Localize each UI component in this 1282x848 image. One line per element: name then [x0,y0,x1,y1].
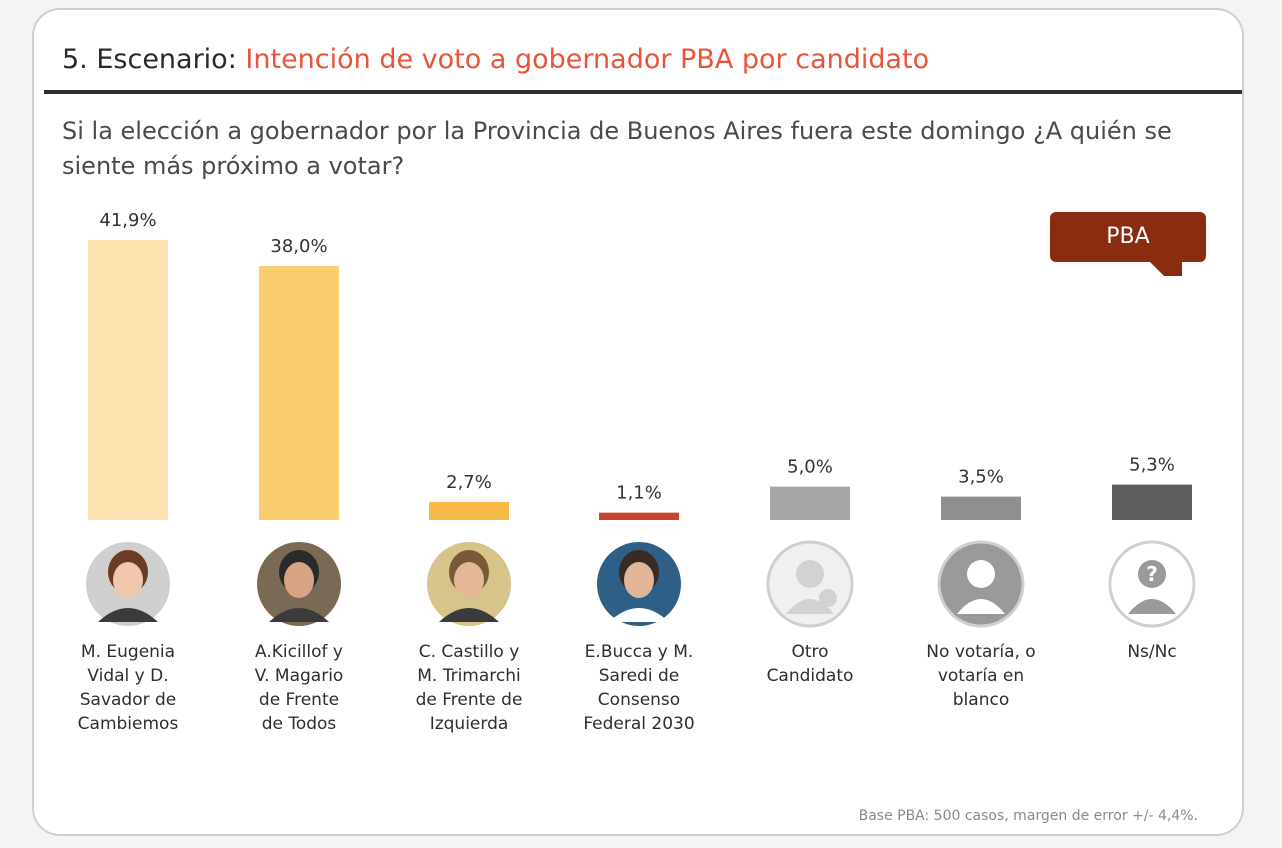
candidate-label-line: Savador de [79,690,177,710]
candidate-label-line: Candidato [766,666,854,686]
candidate-label-line: Saredi de [598,666,680,686]
candidate-label-line: Otro [791,642,829,662]
candidate-label-line: C. Castillo y [418,642,520,662]
candidate-label-line: A.Kicillof y [255,642,343,662]
chart-title: 5. Escenario: Intención de voto a gobern… [62,44,929,75]
candidate-label-line: Vidal y D. [87,666,169,686]
bar-4 [599,512,679,520]
value-label-1: 41,9% [99,210,156,231]
add-person-icon-head [796,560,824,588]
candidate-shoulders-2 [269,608,329,622]
candidate-label-7: Ns/Nc [1072,640,1232,664]
unknown-person-icon-head [1138,560,1166,588]
candidate-label-line: de Frente [258,690,340,710]
candidate-label-line: Federal 2030 [583,714,695,734]
bar-6 [941,496,1021,520]
plus-badge-icon [819,589,837,607]
candidate-label-6: No votaría, o votaría en blanco [901,640,1061,712]
badge-pointer [1146,258,1182,276]
candidate-label-line: E.Bucca y M. [584,642,694,662]
candidate-face-4 [624,562,654,598]
value-label-3: 2,7% [446,472,492,493]
candidate-shoulders-1 [98,608,158,622]
bar-chart: 41,9% 38,0% 2,7% 1,1% 5,0% 3,5% 5,3%? [86,210,1196,628]
candidate-label-line: Ns/Nc [1127,642,1177,662]
person-silhouette-icon-body [957,599,1005,614]
chart-card: 5. Escenario: Intención de voto a gobern… [32,8,1244,836]
candidate-label-2: A.Kicillof y V. Magario de Frente de Todos [219,640,379,736]
scenario-number: 5. Escenario: [62,44,237,75]
survey-question: Si la elección a gobernador por la Provi… [62,117,1172,180]
scenario-title: Intención de voto a gobernador PBA por c… [245,44,930,75]
title-divider [44,90,1242,94]
candidate-label-4: E.Bucca y M. Saredi de Consenso Federal 203… [559,640,719,736]
candidate-label-1: M. Eugenia Vidal y D. Savador de Cambiemos [48,640,208,736]
value-label-6: 3,5% [958,467,1004,488]
unknown-person-icon-body [1128,599,1176,614]
value-label-4: 1,1% [616,483,662,504]
value-label-5: 5,0% [787,457,833,478]
bar-2 [259,266,339,520]
base-note: Base PBA: 500 casos, margen de error +/-… [858,808,1198,824]
candidate-label-line: de Frente de [415,690,523,710]
bar-1 [88,240,168,520]
candidate-shoulders-4 [609,608,669,622]
bar-5 [770,486,850,520]
person-silhouette-icon-head [967,560,995,588]
candidate-label-3: C. Castillo y M. Trimarchi de Frente de Izq… [389,640,549,736]
candidate-label-line: M. Eugenia [80,642,176,662]
region-badge: PBA [1050,212,1206,262]
candidate-label-5: Otro Candidato [730,640,890,688]
question-mark-icon: ? [1146,562,1158,586]
value-label-7: 5,3% [1129,455,1175,476]
candidate-label-line: blanco [952,690,1010,710]
candidate-label-line: de Todos [261,714,337,734]
candidate-label-line: Cambiemos [77,714,179,734]
candidate-face-3 [454,562,484,598]
bar-7 [1112,484,1192,520]
candidate-label-line: Consenso [597,690,681,710]
candidate-label-line: Izquierda [429,714,509,734]
candidate-face-1 [113,562,143,598]
bar-3 [429,501,509,520]
candidate-label-line: votaría en [937,666,1025,686]
candidate-shoulders-3 [439,608,499,622]
value-label-2: 38,0% [270,236,327,257]
candidate-face-2 [284,562,314,598]
candidate-label-line: M. Trimarchi [417,666,521,686]
candidate-label-line: No votaría, o [926,642,1036,662]
candidate-label-line: V. Magario [254,666,344,686]
